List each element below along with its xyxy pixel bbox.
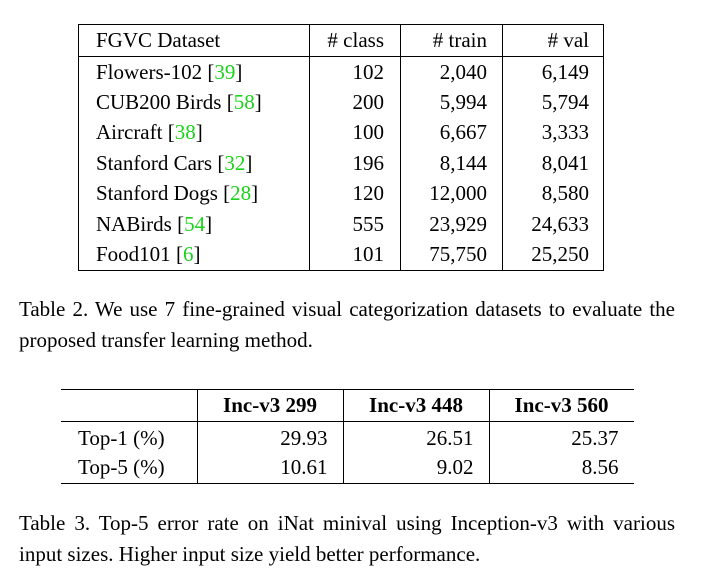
dataset-name-cell: Stanford Cars [32]: [96, 150, 253, 175]
dataset-name-cell: NABirds [54]: [96, 211, 213, 236]
train-count-cell: 75,750: [400, 239, 503, 270]
class-count-cell: 102: [309, 56, 401, 87]
class-count-cell: 101: [309, 239, 401, 270]
table-row: Stanford Cars [32] 196 8,144 8,041: [79, 148, 604, 179]
val-count-cell: 3,333: [502, 117, 604, 148]
table-2-fgvc-datasets: FGVC Dataset # class # train # val Flowe…: [78, 24, 604, 271]
citation-link[interactable]: 32: [224, 150, 246, 175]
metric-label: Top-5 (%): [78, 455, 165, 480]
val-count-cell: 5,794: [502, 87, 604, 118]
class-count-cell: 200: [309, 87, 401, 118]
train-count-cell: 12,000: [400, 178, 503, 209]
error-value-cell: 10.61: [196, 452, 343, 484]
train-count-cell: 6,667: [400, 117, 503, 148]
dataset-name-cell: CUB200 Birds [58]: [96, 89, 262, 114]
dataset-name: NABirds: [96, 211, 172, 236]
val-count-cell: 8,580: [502, 178, 604, 209]
train-count-cell: 23,929: [400, 209, 503, 240]
dataset-name-cell: Flowers-102 [39]: [96, 59, 243, 84]
table-3-caption: Table 3. Top-5 error rate on iNat miniva…: [19, 511, 675, 566]
val-count-cell: 8,041: [502, 148, 604, 179]
val-count-cell: 25,250: [502, 239, 604, 270]
table-row: Stanford Dogs [28] 120 12,000 8,580: [79, 178, 604, 209]
header-class: # class: [309, 24, 401, 57]
dataset-name: Aircraft: [96, 120, 163, 145]
train-count-cell: 2,040: [400, 56, 503, 87]
header-empty: [61, 389, 197, 422]
header-dataset: FGVC Dataset: [78, 24, 310, 57]
table-row: Top-1 (%) 29.93 26.51 25.37: [61, 421, 634, 453]
table-row: Aircraft [38] 100 6,667 3,333: [79, 117, 604, 148]
header-inc-v3-299: Inc-v3 299: [196, 389, 343, 422]
header-train: # train: [400, 24, 503, 57]
citation-link[interactable]: 39: [214, 59, 236, 84]
class-count-cell: 196: [309, 148, 401, 179]
val-count-cell: 6,149: [502, 56, 604, 87]
table-2-caption: Table 2. We use 7 fine-grained visual ca…: [19, 297, 675, 352]
dataset-name: Stanford Dogs: [96, 181, 218, 206]
header-inc-v3-560: Inc-v3 560: [488, 389, 634, 422]
dataset-name-cell: Stanford Dogs [28]: [96, 181, 259, 206]
citation-link[interactable]: 38: [174, 120, 196, 145]
dataset-name: CUB200 Birds: [96, 89, 222, 114]
table-row: Flowers-102 [39] 102 2,040 6,149: [79, 56, 604, 87]
error-value-cell: 26.51: [342, 421, 489, 453]
citation-link[interactable]: 54: [184, 211, 206, 236]
table-row: NABirds [54] 555 23,929 24,633: [79, 209, 604, 240]
table-row: Top-5 (%) 10.61 9.02 8.56: [61, 452, 634, 484]
metric-label: Top-1 (%): [78, 425, 165, 450]
error-value-cell: 9.02: [342, 452, 489, 484]
citation-link[interactable]: 58: [233, 89, 255, 114]
table-3-error-rates: Inc-v3 299 Inc-v3 448 Inc-v3 560 Top-1 (…: [61, 389, 634, 484]
table-header-row: Inc-v3 299 Inc-v3 448 Inc-v3 560: [61, 389, 634, 422]
train-count-cell: 8,144: [400, 148, 503, 179]
citation-link[interactable]: 6: [182, 242, 194, 266]
dataset-name-cell: Food101 [6]: [96, 242, 201, 266]
error-value-cell: 29.93: [196, 421, 343, 453]
table-header-row: FGVC Dataset # class # train # val: [78, 24, 604, 57]
dataset-name: Food101: [96, 242, 171, 266]
error-value-cell: 8.56: [488, 452, 634, 484]
error-value-cell: 25.37: [488, 421, 634, 453]
header-inc-v3-448: Inc-v3 448: [342, 389, 489, 422]
dataset-name: Flowers-102: [96, 59, 203, 84]
table-row: CUB200 Birds [58] 200 5,994 5,794: [79, 87, 604, 118]
train-count-cell: 5,994: [400, 87, 503, 118]
class-count-cell: 100: [309, 117, 401, 148]
table-row: Food101 [6] 101 75,750 25,250: [79, 239, 604, 270]
val-count-cell: 24,633: [502, 209, 604, 240]
dataset-name: Stanford Cars: [96, 150, 213, 175]
dataset-name-cell: Aircraft [38]: [96, 120, 203, 145]
citation-link[interactable]: 28: [230, 181, 252, 206]
class-count-cell: 555: [309, 209, 401, 240]
header-val: # val: [502, 24, 604, 57]
class-count-cell: 120: [309, 178, 401, 209]
